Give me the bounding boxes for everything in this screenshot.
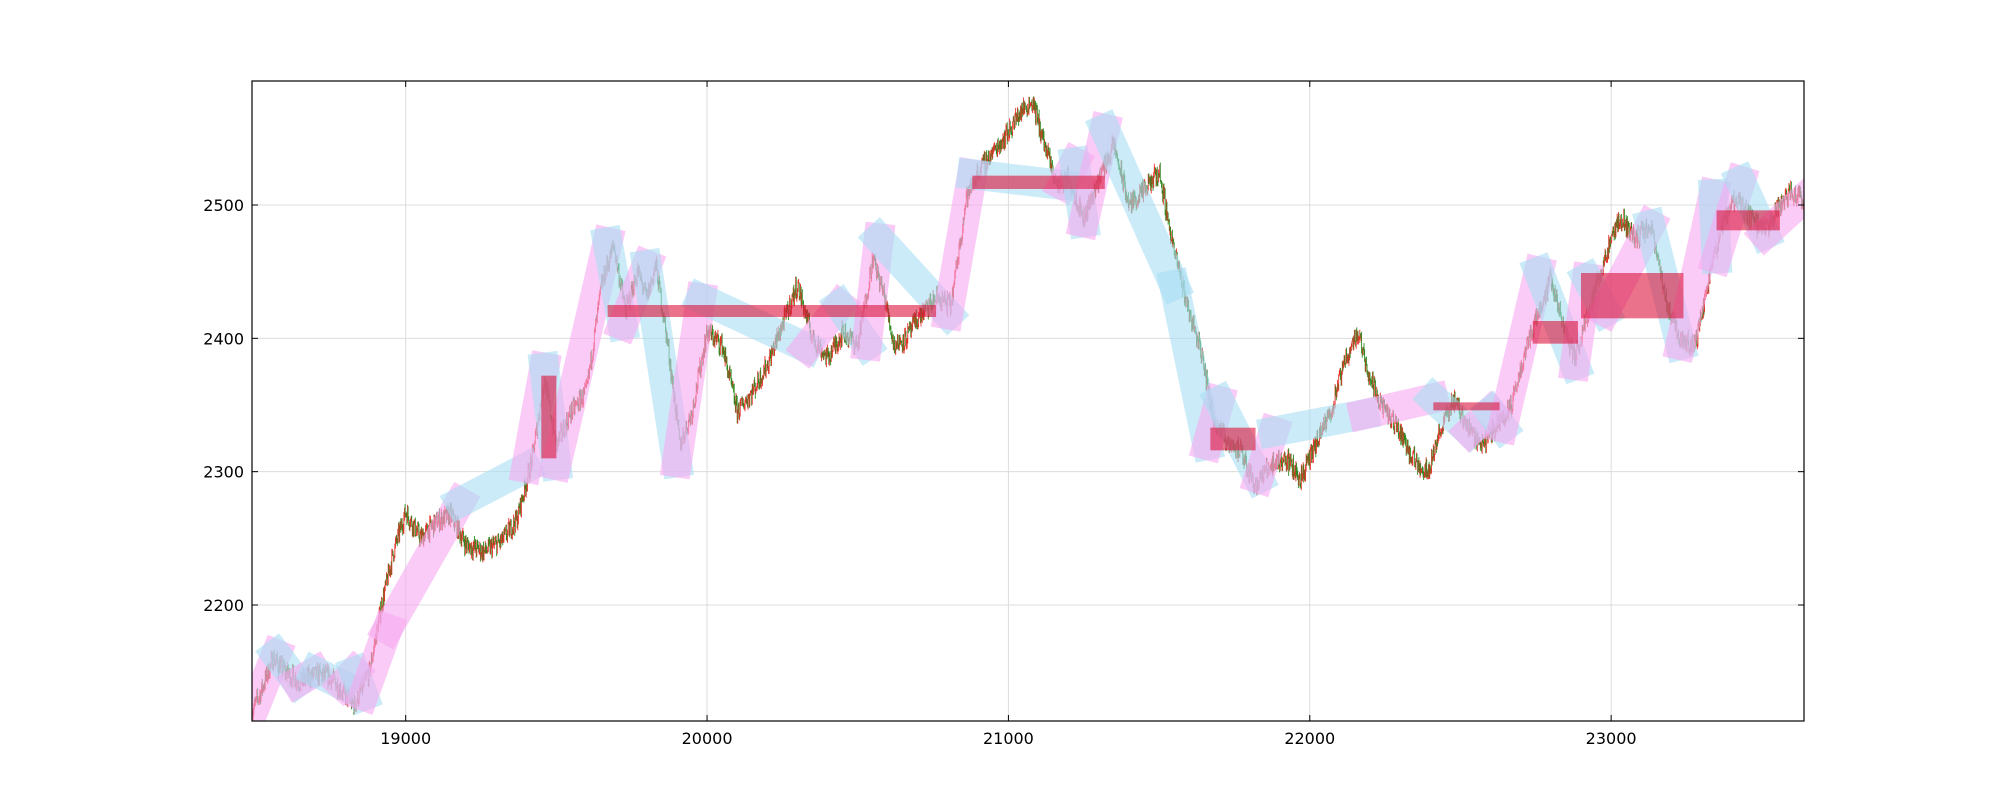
y-tick-label: 2200 — [203, 596, 244, 615]
pivot-zone — [541, 375, 557, 459]
x-tick-label: 21000 — [983, 729, 1034, 748]
plot-frame — [251, 80, 1805, 722]
pivot-zone — [1580, 273, 1684, 319]
x-tick-label: 22000 — [1284, 729, 1335, 748]
x-tick-label: 19000 — [380, 729, 431, 748]
pivot-zone — [1210, 427, 1256, 451]
axes-frame — [251, 80, 1805, 722]
x-tick-label: 20000 — [682, 729, 733, 748]
y-tick-label: 2500 — [203, 196, 244, 215]
up-stroke — [930, 157, 990, 332]
x-tick-label: 23000 — [1586, 729, 1637, 748]
up-stroke — [367, 481, 481, 650]
y-tick-label: 2300 — [203, 463, 244, 482]
down-stroke — [1256, 396, 1382, 450]
pivot-zone — [1433, 402, 1500, 411]
pivot-zone — [1716, 210, 1780, 231]
up-stroke — [659, 281, 719, 480]
pivot-zones — [541, 175, 1780, 459]
ticks: 19000 20000 21000 22000 23000 2200 2300 2400 250… — [203, 81, 1804, 748]
pivot-zone — [972, 175, 1105, 189]
pivot-zone — [1532, 321, 1578, 344]
y-tick-label: 2400 — [203, 329, 244, 348]
down-stroke — [1085, 109, 1194, 305]
pivot-zone — [607, 305, 937, 317]
up-stroke — [538, 224, 626, 483]
up-stroke — [1484, 253, 1557, 446]
